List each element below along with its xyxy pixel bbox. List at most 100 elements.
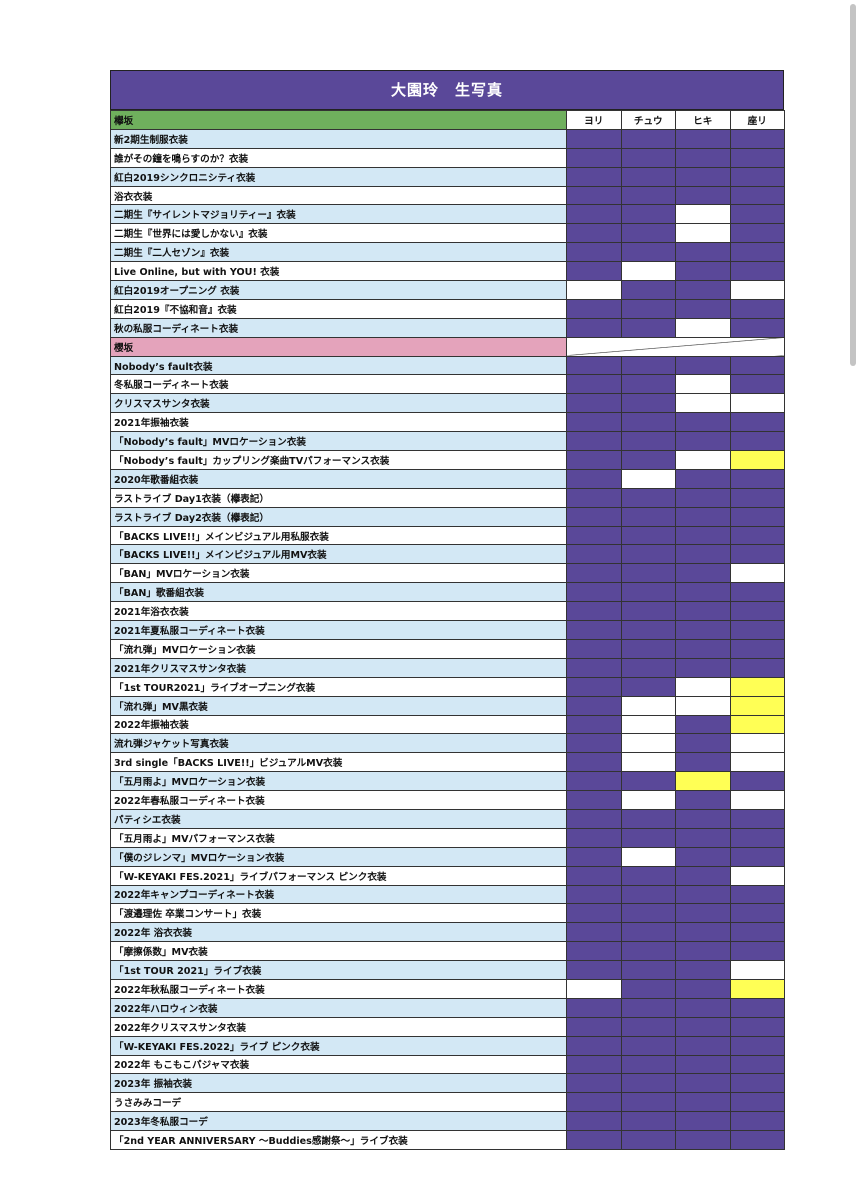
owned-cell (675, 487, 731, 508)
table-row: 「Nobody’s fault」MVロケーション衣装 (110, 431, 785, 452)
row-label: 「2nd YEAR ANNIVERSARY 〜Buddies感謝祭〜」ライブ衣装 (110, 1130, 567, 1150)
owned-cell (566, 317, 622, 338)
owned-cell (729, 355, 785, 376)
owned-cell (620, 242, 676, 263)
owned-cell (675, 1016, 731, 1037)
owned-cell (620, 620, 676, 640)
owned-cell (620, 544, 676, 565)
sheet-title: 大園玲 生写真 (110, 70, 784, 110)
owned-cell (566, 185, 622, 206)
row-label: 2023年冬私服コーデ (110, 1111, 567, 1132)
table-row: うさみみコーデ (110, 1092, 785, 1113)
owned-cell (675, 903, 731, 924)
row-label: 2022年秋私服コーディネート衣装 (110, 978, 567, 999)
owned-cell (620, 355, 676, 376)
owned-cell (566, 657, 622, 678)
owned-cell (729, 1130, 785, 1150)
row-label: 秋の私服コーディネート衣装 (110, 317, 567, 338)
row-label: 2021年クリスマスサンタ衣装 (110, 657, 567, 678)
row-label: 冬私服コーディネート衣装 (110, 374, 567, 395)
owned-cell (729, 468, 785, 489)
owned-cell (620, 393, 676, 414)
owned-cell (566, 487, 622, 508)
empty-cell (620, 468, 676, 489)
owned-cell (729, 941, 785, 962)
empty-cell (620, 695, 676, 716)
owned-cell (675, 128, 731, 149)
table-row: 「1st TOUR 2021」ライブ衣装 (110, 960, 785, 980)
owned-cell (566, 884, 622, 905)
checklist-table: 欅坂 ヨリ チュウ ヒキ 座リ 新2期生制服衣装 誰がその鐘を鳴らすのか？衣装 紅白2019シ… (110, 110, 785, 1150)
owned-cell (620, 280, 676, 300)
table-row: 「渡邉理佐 卒業コンサート」衣装 (110, 903, 785, 924)
row-label: 2022年クリスマスサンタ衣装 (110, 1016, 567, 1037)
table-row: 「2nd YEAR ANNIVERSARY 〜Buddies感謝祭〜」ライブ衣装 (110, 1130, 785, 1150)
owned-cell (566, 450, 622, 470)
row-label: 「BAN」歌番組衣装 (110, 582, 567, 603)
table-row: Live Online, but with YOU! 衣装 (110, 261, 785, 282)
owned-cell (566, 903, 622, 924)
owned-cell (566, 752, 622, 773)
table-row: ラストライブ Day1衣装（欅表記） (110, 487, 785, 508)
owned-cell (566, 147, 622, 168)
table-row: 2022年ハロウィン衣装 (110, 997, 785, 1018)
row-label: 「五月雨よ」MVパフォーマンス衣装 (110, 827, 567, 848)
owned-cell (675, 185, 731, 206)
owned-cell (675, 1073, 731, 1094)
empty-cell (729, 393, 785, 414)
owned-cell (675, 1130, 731, 1150)
owned-cell (729, 204, 785, 225)
owned-cell (620, 997, 676, 1018)
highlight-cell (729, 676, 785, 697)
empty-cell (675, 695, 731, 716)
table-row: 2022年 浴衣衣装 (110, 922, 785, 943)
owned-cell (675, 431, 731, 452)
empty-cell (566, 280, 622, 300)
row-label: 2022年 もこもこパジャマ衣装 (110, 1054, 567, 1075)
table-row: 「BACKS LIVE!!」メインビジュアル用MV衣装 (110, 544, 785, 565)
owned-cell (675, 922, 731, 943)
row-label: 紅白2019オープニング 衣装 (110, 280, 567, 300)
owned-cell (675, 298, 731, 319)
owned-cell (675, 1111, 731, 1132)
owned-cell (620, 657, 676, 678)
empty-cell (566, 978, 622, 999)
owned-cell (729, 242, 785, 263)
section-header-row: 櫻坂 (110, 336, 785, 357)
owned-cell (729, 1054, 785, 1075)
scrollbar[interactable] (850, 0, 860, 1200)
scrollbar-thumb[interactable] (850, 4, 856, 366)
owned-cell (729, 412, 785, 433)
owned-cell (566, 865, 622, 886)
row-label: 「Nobody’s fault」MVロケーション衣装 (110, 431, 567, 452)
owned-cell (675, 620, 731, 640)
owned-cell (566, 261, 622, 282)
owned-cell (675, 242, 731, 263)
owned-cell (620, 960, 676, 980)
owned-cell (620, 1092, 676, 1113)
column-header: ヒキ (675, 110, 731, 130)
empty-cell (729, 865, 785, 886)
owned-cell (729, 147, 785, 168)
owned-cell (566, 846, 622, 867)
owned-cell (675, 638, 731, 659)
owned-cell (729, 884, 785, 905)
row-label: 2023年 振袖衣装 (110, 1073, 567, 1094)
row-label: ラストライブ Day2衣装（欅表記） (110, 506, 567, 527)
owned-cell (729, 506, 785, 527)
table-row: ラストライブ Day2衣装（欅表記） (110, 506, 785, 527)
highlight-cell (729, 978, 785, 999)
empty-cell (620, 846, 676, 867)
owned-cell (675, 544, 731, 565)
table-row: 「摩擦係数」MV衣装 (110, 941, 785, 962)
column-header: チュウ (620, 110, 676, 130)
owned-cell (729, 185, 785, 206)
empty-cell (620, 752, 676, 773)
row-label: 浴衣衣装 (110, 185, 567, 206)
owned-cell (620, 185, 676, 206)
empty-cell (675, 676, 731, 697)
row-label: 新2期生制服衣装 (110, 128, 567, 149)
table-row: 「僕のジレンマ」MVロケーション衣装 (110, 846, 785, 867)
owned-cell (620, 563, 676, 584)
owned-cell (620, 166, 676, 187)
